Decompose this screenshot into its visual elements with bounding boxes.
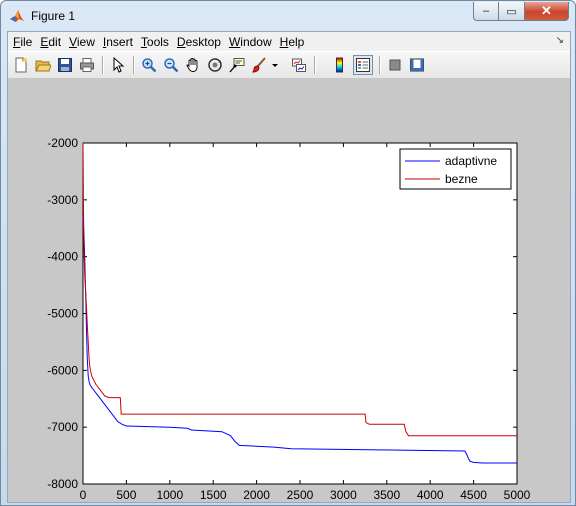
figure-canvas: 0 500 1000 1500 2000 2500 3000 3500 4000 4500 5000… [8,78,570,502]
brush-icon [252,57,266,73]
legend-label: adaptivne [445,154,497,168]
edit-plot-button[interactable] [108,55,128,75]
x-tick-label: 2500 [287,488,314,502]
zoom-out-icon [164,58,179,73]
maximize-button[interactable]: ▭ [499,2,525,21]
x-tick-label: 2000 [243,488,270,502]
legend-label: bezne [445,172,478,186]
zoom-in-icon [142,58,157,73]
pan-button[interactable] [183,55,203,75]
menu-item-tools[interactable]: Tools [140,34,169,49]
data-cursor-button[interactable] [227,55,247,75]
line-chart[interactable]: 0 500 1000 1500 2000 2500 3000 3500 4000 4500 5000… [8,78,570,502]
title-bar[interactable]: Figure 1 – ▭ ✕ [1,1,575,31]
colorbar-icon [336,57,343,73]
minimize-button[interactable]: – [473,2,499,21]
x-tick-label: 0 [80,488,87,502]
x-tick-label: 500 [116,488,136,502]
brush-dropdown-button[interactable] [270,55,280,75]
x-tick-label: 5000 [504,488,531,502]
figure-toolbar [8,51,570,79]
menu-item-edit[interactable]: Edit [40,34,62,49]
dock-arrow-icon[interactable]: ↘ [555,35,564,46]
menu-item-file[interactable]: File [13,34,33,49]
x-tick-label: 1500 [200,488,227,502]
rotate-3d-icon [208,58,222,72]
x-tick-label: 4500 [460,488,487,502]
series-line-adaptivne [82,216,517,464]
axes-background [82,142,518,485]
open-file-icon [35,60,51,72]
new-figure-button[interactable] [11,55,31,75]
matlab-logo-icon [10,10,24,22]
y-tick-label: -5000 [47,307,78,321]
x-tick-label: 3500 [373,488,400,502]
series-line-bezne [82,142,517,437]
hide-plot-tools-icon [389,59,401,71]
menu-item-view[interactable]: View [69,34,95,49]
brush-button[interactable] [249,55,269,75]
link-plot-button[interactable] [289,55,309,75]
menu-item-insert[interactable]: Insert [102,34,133,49]
toolbar-separator [133,56,135,74]
legend-icon [356,58,370,72]
show-plot-tools-button[interactable] [407,55,427,75]
print-button[interactable] [77,55,97,75]
edit-plot-arrow-icon [113,57,125,73]
brush-dropdown-icon [272,64,278,67]
y-tick-label: -4000 [47,250,78,264]
save-button[interactable] [55,55,75,75]
pan-hand-icon [186,58,198,72]
zoom-out-button[interactable] [161,55,181,75]
y-tick-label: -2000 [47,136,78,150]
show-plot-tools-icon [410,58,424,72]
window-title: Figure 1 [31,9,76,23]
legend-button[interactable] [353,55,373,75]
print-icon [80,58,94,72]
toolbar-separator [314,56,316,74]
menu-item-help[interactable]: Help [279,34,305,49]
close-button[interactable]: ✕ [525,2,569,21]
new-figure-icon [15,57,27,73]
link-plot-icon [292,58,306,72]
hide-plot-tools-button[interactable] [385,55,405,75]
window-client: File Edit View Insert Tools Desktop Window Help… [7,31,571,503]
open-file-button[interactable] [33,55,53,75]
y-tick-label: -8000 [47,477,78,491]
toolbar-separator [102,56,104,74]
colorbar-button[interactable] [330,55,350,75]
menu-item-window[interactable]: Window [228,34,272,49]
x-tick-label: 4000 [417,488,444,502]
y-tick-label: -6000 [47,363,78,377]
x-tick-label: 3000 [330,488,357,502]
data-cursor-icon [229,58,245,73]
save-icon [58,58,72,72]
rotate-3d-button[interactable] [205,55,225,75]
toolbar-separator [379,56,381,74]
menu-bar: File Edit View Insert Tools Desktop Window Help [8,32,570,51]
menu-item-desktop[interactable]: Desktop [176,34,221,49]
legend-box[interactable] [399,148,512,190]
y-tick-label: -3000 [47,193,78,207]
zoom-in-button[interactable] [139,55,159,75]
y-tick-label: -7000 [47,420,78,434]
x-tick-label: 1000 [156,488,183,502]
